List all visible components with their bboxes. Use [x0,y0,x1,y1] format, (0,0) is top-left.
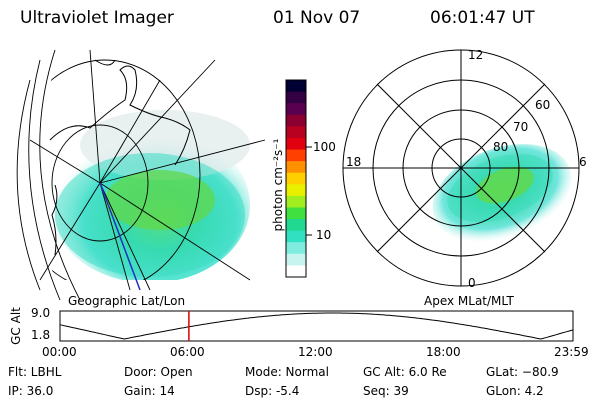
mlt-label-12: 12 [468,48,484,62]
colorbar-segment [286,91,306,104]
timeline-frame [59,310,574,342]
colorbar-unit-label: photon cm⁻²s⁻¹ [271,138,285,232]
status-dsp: Dsp: -5.4 [245,384,300,398]
time-label: 06:01:47 UT [430,8,535,28]
status-door: Door: Open [124,365,193,379]
status-mode: Mode: Normal [245,365,329,379]
colorbar-segment [286,195,306,208]
mlt-label-6: 6 [579,155,587,169]
status-gain: Gain: 14 [124,384,175,398]
timeline-xtick-2: 12:00 [298,345,333,359]
date-label: 01 Nov 07 [273,8,361,28]
colorbar-segment [286,172,306,185]
status-gc-alt: GC Alt: 6.0 Re [363,365,447,379]
colorbar-segment [286,149,306,162]
colorbar-segment [286,219,306,232]
terminator-line [99,182,141,291]
status-ip: IP: 36.0 [8,384,54,398]
colorbar-segment [286,114,306,127]
colorbar-frame [285,79,307,278]
colorbar-segment [286,265,306,278]
lat-label-80: 80 [493,140,509,154]
colorbar-label-10: 10 [316,228,332,242]
status-glon: GLon: 4.2 [486,384,544,398]
timeline-ytick-low: 1.8 [31,328,51,342]
colorbar [286,80,306,278]
right-aurora-image [432,144,572,242]
timeline-xtick-1: 06:00 [170,345,205,359]
status-glat: GLat: −80.9 [486,365,559,379]
geographic-graticule [16,49,266,301]
colorbar-segment [286,126,306,139]
mlt-label-18: 18 [346,155,362,169]
polar-grid [342,49,580,287]
left-aurora-image [50,110,250,280]
colorbar-segment [286,230,306,243]
right-map-caption: Apex MLat/MLT [424,294,514,308]
lat-label-60: 60 [535,98,551,112]
timeline-xtick-0: 00:00 [42,345,77,359]
colorbar-segment [286,253,306,266]
colorbar-segment [286,80,306,93]
timeline-xtick-4: 23:59 [554,345,589,359]
colorbar-label-100: 100 [313,140,336,154]
mlt-label-0: 0 [468,276,476,290]
timeline-axis-label: GC Alt [9,307,23,345]
instrument-title: Ultraviolet Imager [20,8,174,28]
lat-label-70: 70 [513,120,529,134]
status-flt: Flt: LBHL [8,365,62,379]
colorbar-segment [286,137,306,151]
timeline-xtick-3: 18:00 [426,345,461,359]
colorbar-segment [286,242,306,255]
colorbar-segment [286,184,306,197]
altitude-curve [59,312,574,340]
colorbar-segment [286,103,306,116]
left-map-caption: Geographic Lat/Lon [68,294,186,308]
status-seq: Seq: 39 [363,384,409,398]
colorbar-segment [286,207,306,220]
colorbar-segment [286,161,306,174]
timeline-ytick-high: 9.0 [31,306,51,320]
